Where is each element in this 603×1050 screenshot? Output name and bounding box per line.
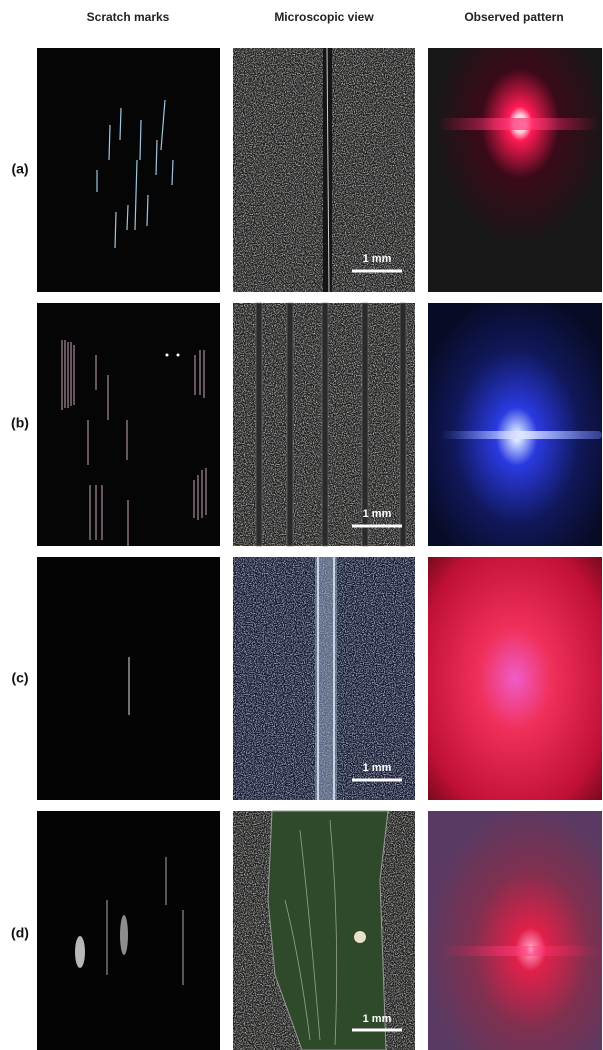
row-label: (d) — [11, 925, 29, 941]
pattern-image — [428, 303, 602, 546]
column-header: Microscopic view — [274, 10, 374, 24]
microscope-image: 1 mm — [233, 303, 415, 546]
scratch-image — [37, 303, 220, 546]
scratch-image — [37, 557, 220, 800]
microscope-image: 1 mm — [233, 557, 415, 800]
column-header: Scratch marks — [87, 10, 170, 24]
scratch-image — [37, 48, 220, 292]
pattern-image — [428, 48, 602, 292]
column-header: Observed pattern — [464, 10, 563, 24]
row-label: (a) — [11, 161, 28, 177]
row-label: (b) — [11, 415, 29, 431]
scale-bar-label: 1 mm — [363, 508, 392, 520]
row-label: (c) — [11, 670, 28, 686]
microscope-image: 1 mm — [233, 48, 415, 292]
scale-bar-label: 1 mm — [363, 253, 392, 265]
pattern-image — [428, 811, 602, 1050]
microscope-image: 1 mm — [233, 811, 415, 1050]
scale-bar-label: 1 mm — [363, 1013, 392, 1025]
figure: Scratch marks Microscopic view Observed … — [0, 0, 603, 1050]
scratch-image — [37, 811, 220, 1050]
scale-bar-label: 1 mm — [363, 762, 392, 774]
pattern-image — [428, 557, 602, 800]
